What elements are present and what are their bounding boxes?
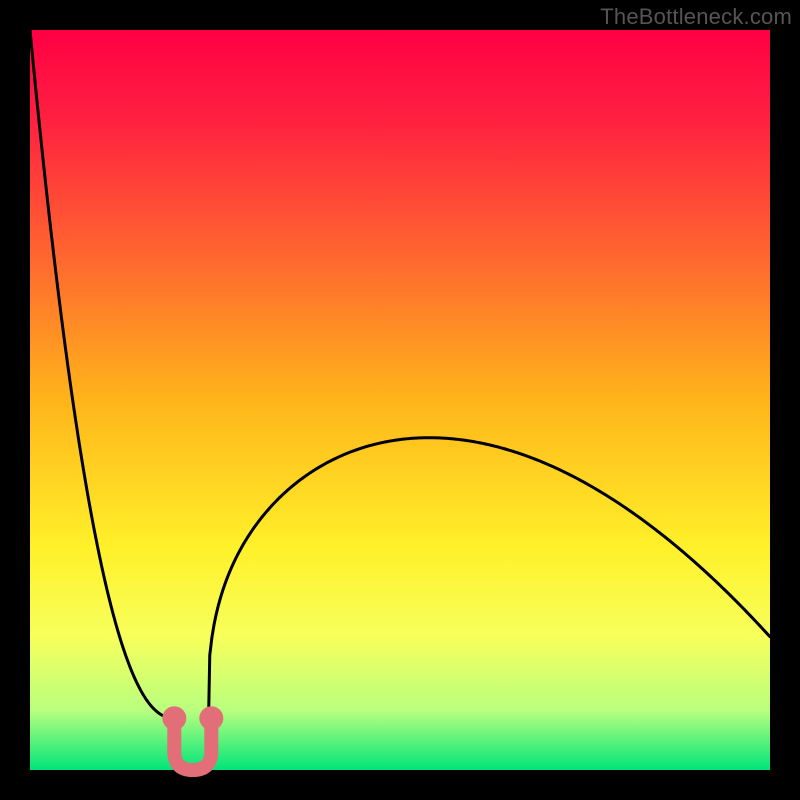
chart-container: TheBottleneck.com: [0, 0, 800, 800]
bottleneck-chart: [0, 0, 800, 800]
trough-marker-endpoint-right: [199, 706, 223, 730]
plot-area: [30, 30, 770, 770]
watermark-text: TheBottleneck.com: [600, 4, 792, 30]
trough-marker-endpoint-left: [162, 706, 186, 730]
